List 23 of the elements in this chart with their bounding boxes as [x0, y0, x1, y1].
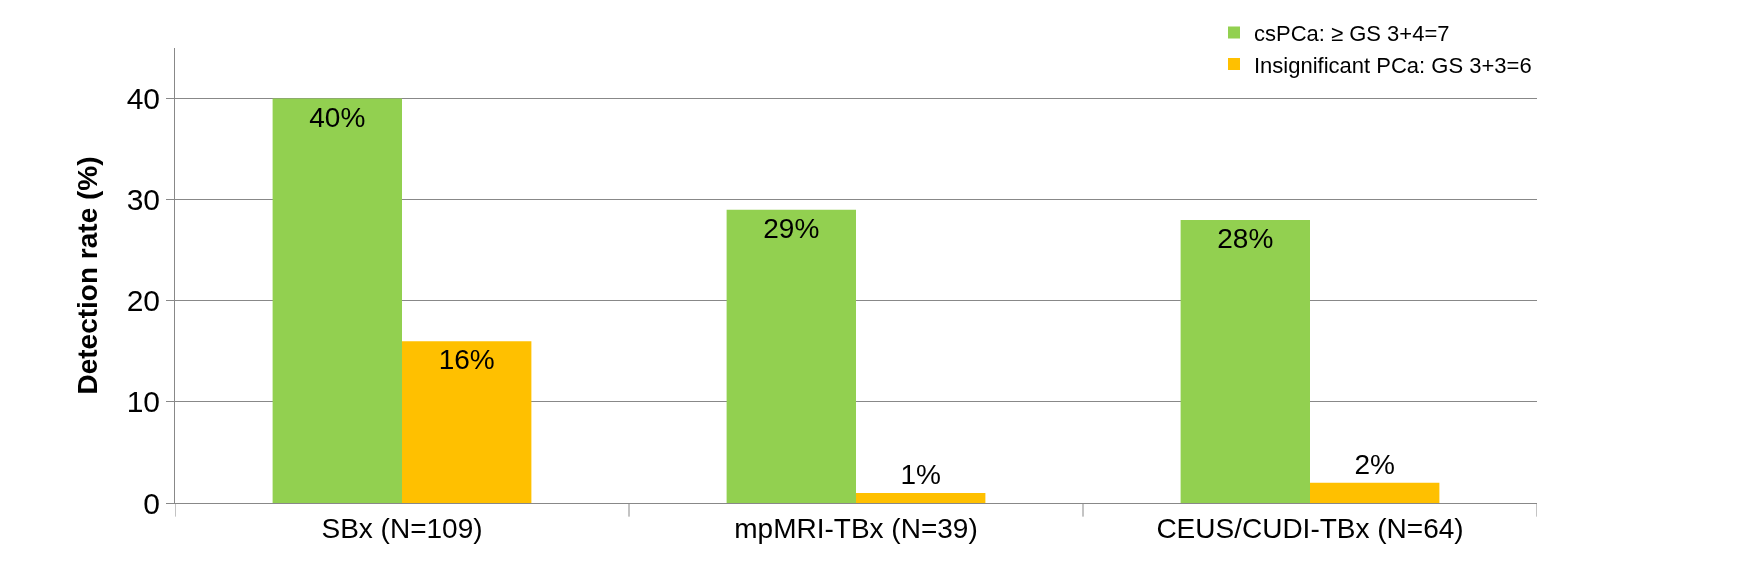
data-label: 1%: [900, 458, 941, 490]
y-axis-title: Detection rate (%): [72, 156, 104, 395]
bar: [1310, 482, 1440, 503]
legend-label: Insignificant PCa: GS 3+3=6: [1254, 52, 1532, 78]
data-label: 40%: [309, 101, 366, 133]
data-label: 29%: [763, 212, 820, 244]
bar: [856, 492, 986, 503]
bar: [726, 209, 856, 503]
y-tick-label: 10: [126, 385, 160, 419]
data-label: 16%: [438, 344, 495, 376]
bar: [272, 98, 402, 503]
y-tick-label: 40: [126, 82, 160, 116]
bar: [402, 341, 532, 503]
y-tick-label: 20: [126, 284, 160, 318]
y-tick-label: 30: [126, 183, 160, 217]
data-label: 2%: [1354, 448, 1395, 480]
data-label: 28%: [1217, 222, 1274, 254]
y-tick-label: 0: [143, 486, 160, 520]
bar: [1180, 219, 1310, 503]
x-tick-label: mpMRI-TBx (N=39): [734, 512, 978, 544]
x-tick-label: CEUS/CUDI-TBx (N=64): [1156, 512, 1464, 544]
x-tick-label: SBx (N=109): [321, 512, 483, 544]
legend-label: csPCa: ≥ GS 3+4=7: [1254, 20, 1450, 46]
